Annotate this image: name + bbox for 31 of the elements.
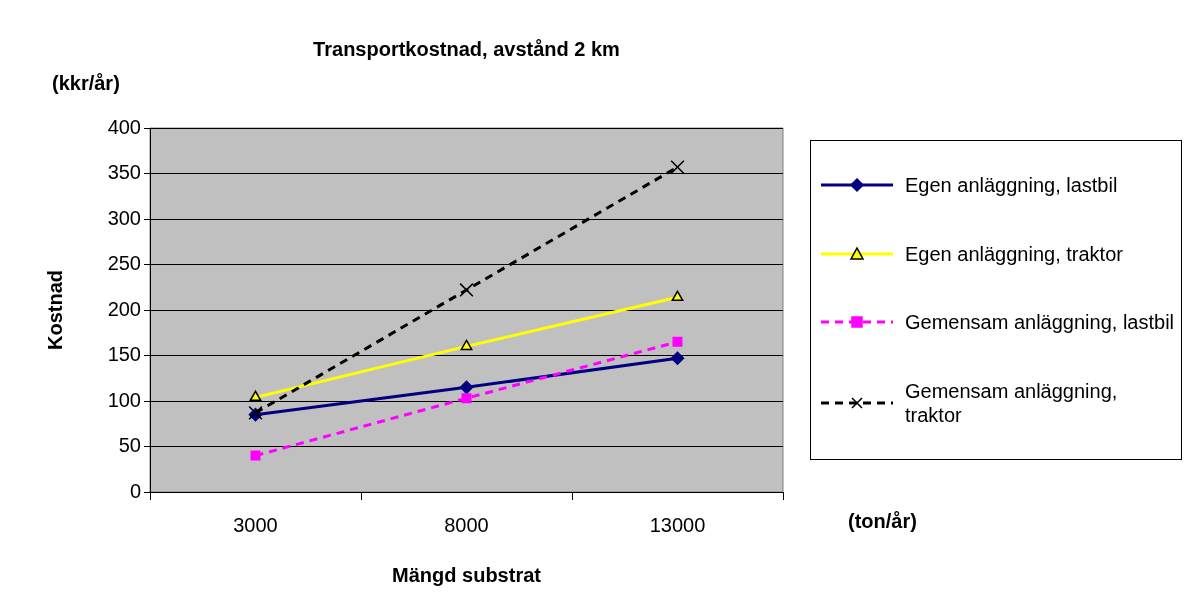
y-tick-label: 350 [107,161,141,184]
y-tick-label: 400 [107,115,141,138]
y-tick-label: 150 [107,343,141,366]
x-tick-label: 13000 [649,513,706,536]
text: (kkr/år) [52,72,120,95]
y-tick-label: 100 [107,388,141,411]
y-tick-label: 300 [107,206,141,229]
chart-title: Transportkostnad, avstånd 2 km [313,38,620,61]
y-tick-label: 200 [107,297,141,320]
point [460,339,473,351]
x-axis-title: Mängd substrat [392,563,542,586]
y-tick-label: 50 [118,434,141,457]
text: (ton/år) [848,510,917,533]
y-tick-label: 250 [107,252,141,275]
y-tick-label: 0 [129,479,141,502]
y-axis-title: Kostnad [43,270,66,350]
legend-label: Egen anläggning, traktor [905,241,1123,266]
point [671,290,684,302]
point [249,390,262,402]
point [250,450,261,461]
point [459,282,474,298]
x-tick-label: 8000 [444,513,489,536]
point [461,393,472,404]
legend-label: Gemensam anläggning, lastbil [905,310,1175,335]
x-tick-label: 3000 [233,513,278,536]
legend-label: Egen anläggning, lastbil [905,173,1118,198]
point [672,336,683,347]
legend-label: Gemensam anläggning, traktor [905,378,1119,427]
point [670,351,685,365]
point [670,160,685,175]
point [459,380,474,395]
